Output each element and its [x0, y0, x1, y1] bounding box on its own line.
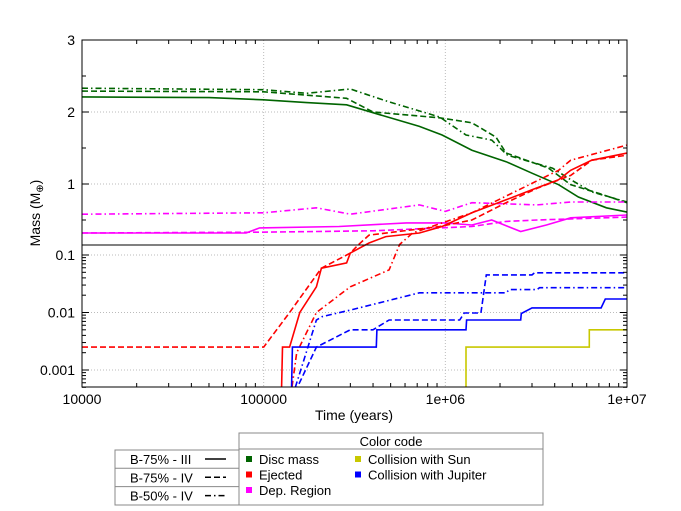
legend-color-label: Dep. Region: [259, 483, 331, 498]
y-tick-label: 2: [67, 104, 75, 120]
series-line-jupiter-IV75: [296, 272, 627, 387]
plot-frame: [81, 39, 628, 388]
y-tick-label: 3: [67, 32, 75, 48]
series-line-disc-IV50: [82, 87, 627, 203]
legend-colors-box: [238, 432, 544, 506]
legend-model-label: B-50% - IV: [130, 489, 193, 504]
y-tick-label: 0.001: [40, 362, 75, 378]
x-tick-label: 10000: [63, 391, 102, 407]
legend-color-title: Color code: [360, 434, 423, 449]
legend-color-swatch-dep: [246, 487, 252, 493]
series-line-sun-III75: [465, 329, 627, 387]
y-tick-label: 1: [67, 176, 75, 192]
legend-color-label: Collision with Jupiter: [368, 468, 487, 483]
legend-color-swatch-ejected: [246, 471, 252, 478]
x-axis-label: Time (years): [315, 407, 393, 423]
y-axis-label: Mass (M⊕): [27, 180, 46, 247]
series-line-ejected-III75: [280, 152, 627, 387]
y-tick-label: 0.1: [56, 247, 76, 263]
y-tick-label: 0.01: [48, 305, 75, 321]
legend-color-label: Collision with Sun: [368, 452, 471, 467]
series-line-dep-III75: [82, 214, 627, 234]
legend-color-label: Disc mass: [259, 452, 319, 467]
x-tick-label: 100000: [240, 391, 287, 407]
legend-color-swatch-disc: [246, 456, 252, 462]
x-tick-label: 1e+07: [607, 391, 647, 407]
series-line-jupiter-III75: [290, 298, 627, 387]
series-line-disc-IV75: [82, 90, 627, 204]
series-line-jupiter-IV50: [294, 286, 627, 387]
legend-model-label: B-75% - III: [130, 452, 191, 467]
legend: B-75% - III B-75% - IV B-50% - IV Color cod…: [114, 432, 544, 506]
series-line-disc-III75: [82, 96, 627, 213]
series-line-dep-IV50: [82, 201, 627, 216]
series-group: [82, 87, 627, 387]
series-line-dep-IV75: [82, 216, 627, 234]
x-tick-label: 1e+06: [426, 391, 466, 407]
legend-color-label: Ejected: [259, 468, 302, 483]
axes: 10000 100000 1e+06 1e+07 3 2 1 0.1 0.01 0.001: [40, 32, 647, 407]
legend-color-swatch-sun: [355, 456, 361, 462]
series-line-ejected-IV75: [82, 154, 627, 348]
legend-color-swatch-jupiter: [355, 471, 361, 478]
legend-model-label: B-75% - IV: [130, 470, 193, 485]
